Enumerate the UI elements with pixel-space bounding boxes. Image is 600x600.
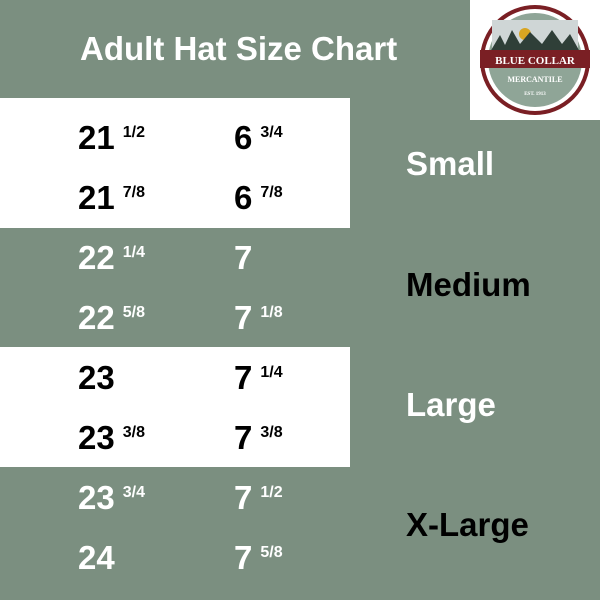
inches-value: 23 — [78, 359, 115, 396]
hat-size: 7 5/8 — [234, 528, 283, 595]
inches-value: 23 — [78, 479, 115, 516]
hat-size-fraction: 3/4 — [260, 124, 283, 141]
hat-size: 7 1/2 — [234, 468, 283, 535]
hat-size-value: 7 — [234, 299, 253, 336]
head-circumference: 22 1/4 — [78, 228, 145, 295]
head-circumference: 23 3/8 — [78, 408, 145, 475]
size-row: 21 7/8 6 7/8 — [0, 168, 350, 228]
hat-size: 7 — [234, 228, 260, 295]
head-circumference: 22 5/8 — [78, 288, 145, 355]
hat-size-value: 7 — [234, 479, 253, 516]
head-circumference: 24 — [78, 528, 123, 595]
size-row: 24 7 5/8 — [0, 528, 350, 588]
hat-size-value: 7 — [234, 359, 253, 396]
head-circumference: 21 7/8 — [78, 168, 145, 235]
hat-size-fraction: 3/8 — [260, 424, 283, 441]
size-medium: Medium — [406, 266, 531, 303]
hat-size-fraction: 7/8 — [260, 184, 283, 201]
hat-size-value: 7 — [234, 239, 253, 276]
head-circumference: 23 — [78, 348, 123, 415]
hat-size-fraction: 1/2 — [260, 484, 283, 501]
small-band — [0, 98, 350, 228]
hat-size: 7 3/8 — [234, 408, 283, 475]
hat-size-value: 6 — [234, 179, 253, 216]
hat-size-fraction: 1/4 — [260, 364, 283, 381]
inches-value: 21 — [78, 179, 115, 216]
head-circumference: 21 1/2 — [78, 108, 145, 175]
hat-size: 6 3/4 — [234, 108, 283, 175]
inches-value: 21 — [78, 119, 115, 156]
inches-fraction: 7/8 — [122, 184, 145, 201]
logo: BLUE COLLAR MERCANTILE EST. 1913 — [470, 0, 600, 120]
inches-value: 24 — [78, 539, 115, 576]
inches-fraction: 5/8 — [122, 304, 145, 321]
large-band — [0, 347, 350, 467]
inches-fraction: 1/4 — [122, 244, 145, 261]
inches-fraction: 1/2 — [122, 124, 145, 141]
size-x-large: X-Large — [406, 506, 529, 543]
size-small: Small — [406, 145, 495, 182]
size-row: 22 1/4 7 — [0, 228, 350, 288]
inches-value: 23 — [78, 419, 115, 456]
hat-size-value: 7 — [234, 419, 253, 456]
size-large: Large — [406, 386, 496, 423]
hat-size: 7 1/8 — [234, 288, 283, 355]
inches-fraction: 3/4 — [122, 484, 145, 501]
hat-size-fraction: 1/8 — [260, 304, 283, 321]
size-row: 23 3/4 7 1/2 — [0, 468, 350, 528]
svg-text:EST. 1913: EST. 1913 — [524, 92, 546, 97]
hat-size-value: 6 — [234, 119, 253, 156]
hat-size: 6 7/8 — [234, 168, 283, 235]
inches-value: 22 — [78, 299, 115, 336]
size-row: 22 5/8 7 1/8 — [0, 288, 350, 348]
hat-size-fraction: 5/8 — [260, 544, 283, 561]
size-row: 21 1/2 6 3/4 — [0, 108, 350, 168]
hat-size: 7 1/4 — [234, 348, 283, 415]
hat-size-value: 7 — [234, 539, 253, 576]
size-row: 23 3/8 7 3/8 — [0, 408, 350, 468]
chart-title: Adult Hat Size Chart — [80, 30, 398, 67]
inches-value: 22 — [78, 239, 115, 276]
size-row: 23 7 1/4 — [0, 348, 350, 408]
svg-text:MERCANTILE: MERCANTILE — [507, 75, 562, 84]
inches-fraction: 3/8 — [122, 424, 145, 441]
head-circumference: 23 3/4 — [78, 468, 145, 535]
svg-text:BLUE COLLAR: BLUE COLLAR — [495, 55, 576, 67]
